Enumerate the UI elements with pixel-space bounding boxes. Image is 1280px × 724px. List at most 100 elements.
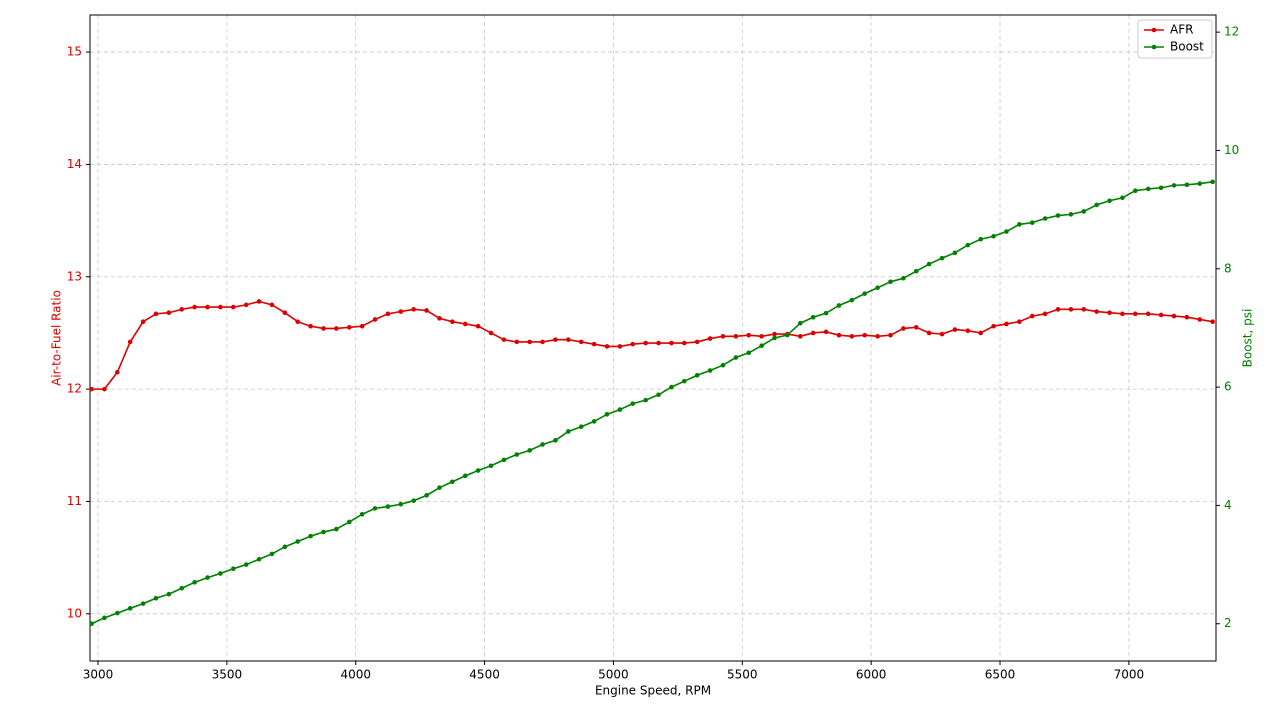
point (424, 493, 429, 498)
point (256, 299, 262, 304)
point (926, 330, 932, 336)
point (720, 334, 726, 339)
y-tick-label: 13 (67, 269, 82, 283)
point (230, 566, 236, 572)
point (398, 309, 404, 314)
point (772, 331, 777, 337)
point (617, 407, 623, 412)
y-tick-label: 11 (67, 494, 82, 508)
point (475, 323, 481, 329)
point (939, 255, 945, 261)
point (875, 334, 880, 339)
point (346, 519, 352, 525)
point (1158, 312, 1164, 318)
point (656, 392, 661, 398)
point (462, 473, 468, 479)
point (797, 320, 803, 326)
point (888, 332, 893, 338)
point (462, 321, 468, 327)
point (1042, 216, 1048, 221)
point (1055, 307, 1061, 312)
point (501, 337, 507, 342)
point (372, 506, 378, 511)
point (604, 344, 610, 349)
point (488, 463, 494, 469)
point (1158, 185, 1164, 191)
legend-marker (1151, 27, 1157, 33)
point (1210, 319, 1215, 325)
plot-frame (89, 14, 1217, 662)
point (591, 341, 597, 347)
x-tick-label: 4500 (469, 668, 500, 682)
point (720, 362, 726, 368)
point (566, 337, 571, 342)
point (308, 533, 313, 539)
point (269, 302, 275, 308)
y2-tick-label: 4 (1224, 498, 1232, 512)
point (346, 325, 352, 330)
point (179, 307, 185, 312)
point (334, 526, 339, 532)
y-axis-label: Air-to-Fuel Ratio (50, 290, 64, 386)
point (553, 337, 558, 342)
point (1094, 309, 1099, 314)
point (115, 369, 120, 375)
y2-tick-label: 2 (1224, 616, 1232, 630)
point (901, 326, 906, 331)
point (1120, 195, 1125, 201)
point (475, 468, 481, 473)
point (1055, 213, 1061, 218)
point (450, 319, 455, 325)
point (991, 233, 996, 239)
point (153, 595, 159, 601)
point (669, 340, 674, 346)
point (385, 504, 391, 509)
point (1145, 311, 1151, 317)
point (707, 368, 713, 373)
y-tick-label: 10 (67, 606, 82, 620)
point (1210, 179, 1215, 185)
point (1094, 202, 1099, 208)
point (759, 343, 764, 348)
point (823, 329, 829, 335)
x-axis-label: Engine Speed, RPM (595, 684, 711, 698)
legend-marker (1151, 44, 1157, 50)
point (978, 236, 983, 242)
point (411, 498, 417, 503)
point (836, 332, 842, 338)
point (1017, 222, 1022, 227)
y2-tick-label: 8 (1224, 261, 1232, 275)
x-tick-label: 6500 (985, 668, 1016, 682)
point (89, 386, 94, 392)
y2-tick-label: 6 (1224, 380, 1232, 394)
point (102, 615, 107, 621)
point (836, 303, 842, 308)
point (1184, 314, 1190, 320)
point (1171, 313, 1177, 319)
point (179, 585, 185, 591)
point (733, 334, 739, 339)
point (965, 242, 971, 248)
point (450, 479, 455, 485)
point (1081, 307, 1087, 312)
point (939, 331, 945, 337)
point (746, 332, 752, 338)
point (952, 250, 958, 256)
point (578, 339, 584, 345)
point (849, 334, 855, 339)
point (295, 319, 301, 325)
point (682, 378, 687, 384)
point (218, 304, 223, 310)
point (772, 335, 777, 341)
point (527, 448, 532, 453)
point (694, 339, 700, 345)
point (1107, 198, 1112, 204)
point (218, 571, 223, 576)
point (1133, 188, 1138, 193)
point (102, 386, 107, 392)
point (282, 310, 288, 316)
y-tick-label: 12 (67, 382, 82, 396)
point (630, 401, 636, 406)
